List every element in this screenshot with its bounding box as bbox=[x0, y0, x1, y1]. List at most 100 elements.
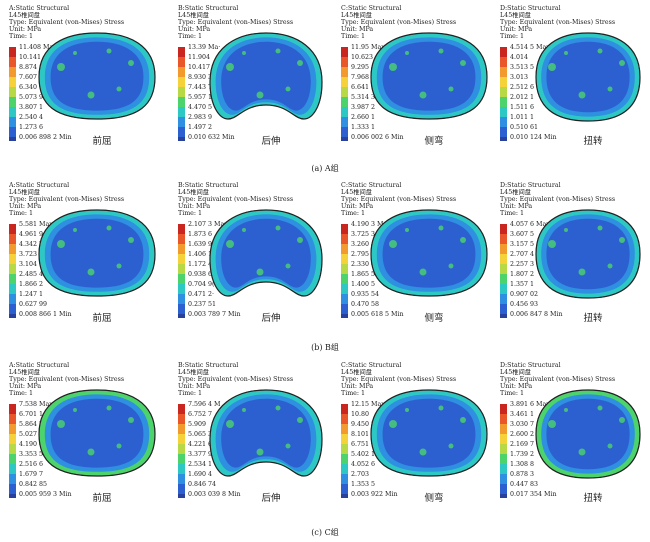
stress-spot bbox=[128, 417, 134, 423]
legend-swatch bbox=[9, 424, 16, 434]
legend-swatch bbox=[178, 424, 185, 434]
stress-spot bbox=[57, 240, 65, 248]
legend-swatch bbox=[178, 464, 185, 474]
panel-header: D:Static Structural L45椎间盘 Type: Equivalen… bbox=[500, 362, 650, 397]
legend-value: 5.402 1 bbox=[351, 451, 376, 458]
header-line: B:Static Structural bbox=[178, 5, 239, 12]
legend-value: 13.39 Ma· bbox=[188, 44, 221, 51]
stress-spot bbox=[116, 263, 122, 269]
disc-stress-model bbox=[370, 32, 488, 120]
result-panel: A:Static Structural L45椎间盘 Type: Equivalen… bbox=[3, 5, 161, 155]
legend-value: 6.701 1 bbox=[19, 411, 44, 418]
legend-swatch bbox=[9, 47, 16, 57]
legend-value: 2.660 1 bbox=[351, 114, 376, 121]
legend-value: 2.512 6 bbox=[510, 84, 535, 91]
legend-value: 2.983 9 bbox=[188, 114, 213, 121]
legend-swatch bbox=[9, 77, 16, 87]
stress-spot bbox=[405, 51, 409, 55]
legend-value: 0.003 922 Min bbox=[351, 491, 398, 498]
stress-spot bbox=[548, 63, 556, 71]
header-line: Type: Equivalent (von-Mises) Stress bbox=[178, 376, 294, 383]
disc-stress-model bbox=[38, 209, 156, 297]
legend-swatch bbox=[500, 87, 507, 97]
header-line: Unit: MPa bbox=[9, 26, 42, 33]
legend-swatch bbox=[341, 304, 348, 314]
header-line: B:Static Structural bbox=[178, 362, 239, 369]
legend-swatch bbox=[178, 67, 185, 77]
legend-value: 2.707 4 bbox=[510, 251, 535, 258]
stress-spot bbox=[389, 63, 397, 71]
legend-swatch bbox=[341, 264, 348, 274]
legend-value: 3.104 5 bbox=[19, 261, 44, 268]
legend-swatch bbox=[178, 474, 185, 484]
legend-value: 1.400 5 bbox=[351, 281, 376, 288]
header-line: A:Static Structural bbox=[9, 182, 70, 189]
header-line: C:Static Structural bbox=[341, 182, 402, 189]
legend-value: 5.909 bbox=[188, 421, 207, 428]
legend-value: 0.003 039 8 Min bbox=[188, 491, 241, 498]
stress-spot bbox=[297, 417, 303, 423]
stress-spot bbox=[297, 60, 303, 66]
header-line: Unit: MPa bbox=[500, 383, 533, 390]
header-line: Type: Equivalent (von-Mises) Stress bbox=[9, 376, 125, 383]
motion-label: 侧弯 bbox=[424, 313, 444, 324]
legend-value: 9.450 8 bbox=[351, 421, 376, 428]
legend-swatch bbox=[178, 77, 185, 87]
legend-swatch-min bbox=[341, 494, 348, 498]
legend-value: 0.938 69 bbox=[188, 271, 217, 278]
legend-value: 1.866 2 bbox=[19, 281, 44, 288]
stress-spot bbox=[256, 268, 264, 276]
stress-spot bbox=[438, 225, 444, 231]
header-line: Unit: MPa bbox=[178, 383, 211, 390]
stress-spot bbox=[285, 86, 291, 92]
stress-spot bbox=[275, 225, 281, 231]
stress-spot bbox=[448, 263, 454, 269]
legend-value: 7.596 4 M bbox=[188, 401, 221, 408]
legend-value: 1.679 7 bbox=[19, 471, 44, 478]
legend-value: 3.891 6 Max bbox=[510, 401, 550, 408]
legend-value: 1.273 6 bbox=[19, 124, 44, 131]
legend-swatch bbox=[500, 274, 507, 284]
header-line: L45椎间盘 bbox=[500, 12, 532, 19]
stress-spot bbox=[73, 408, 77, 412]
disc-edge bbox=[209, 209, 323, 297]
legend-swatch bbox=[500, 464, 507, 474]
legend-swatch bbox=[9, 434, 16, 444]
legend-value: 11.408 Max bbox=[19, 44, 57, 51]
legend-value: 1.172 4 bbox=[188, 261, 213, 268]
legend-swatch bbox=[500, 127, 507, 137]
legend-value: 1.353 5 bbox=[351, 481, 376, 488]
stress-spot bbox=[619, 417, 625, 423]
legend-swatch bbox=[341, 294, 348, 304]
legend-value: 0.017 354 Min bbox=[510, 491, 557, 498]
legend-swatch bbox=[9, 87, 16, 97]
stress-spot bbox=[57, 63, 65, 71]
stress-spot bbox=[106, 405, 112, 411]
legend-value: 0.907 02 bbox=[510, 291, 539, 298]
header-line: Time: 1 bbox=[178, 210, 203, 217]
legend-swatch bbox=[341, 127, 348, 137]
legend-value: 1.873 6 bbox=[188, 231, 213, 238]
legend-value: 6.752 7 bbox=[188, 411, 213, 418]
legend-value: 2.012 1 bbox=[510, 94, 535, 101]
legend-swatch-min bbox=[9, 314, 16, 318]
stress-spot bbox=[275, 48, 281, 54]
header-line: D:Static Structural bbox=[500, 5, 561, 12]
legend-value: 1.357 1 bbox=[510, 281, 535, 288]
disc-stress-core bbox=[50, 218, 144, 288]
disc-stress-model bbox=[209, 389, 323, 477]
header-line: L45椎间盘 bbox=[500, 369, 532, 376]
legend-swatch bbox=[341, 254, 348, 264]
stress-spot bbox=[73, 51, 77, 55]
legend-value: 1.308 8 bbox=[510, 461, 535, 468]
legend-swatch bbox=[500, 254, 507, 264]
header-line: Type: Equivalent (von-Mises) Stress bbox=[341, 19, 457, 26]
header-line: Time: 1 bbox=[9, 33, 34, 40]
disc-stress-core bbox=[221, 218, 311, 288]
legend-swatch bbox=[500, 234, 507, 244]
motion-label: 后伸 bbox=[261, 136, 281, 147]
legend-swatch bbox=[178, 444, 185, 454]
header-line: Type: Equivalent (von-Mises) Stress bbox=[178, 196, 294, 203]
header-line: Unit: MPa bbox=[500, 203, 533, 210]
legend-value: 2.330 4 bbox=[351, 261, 376, 268]
